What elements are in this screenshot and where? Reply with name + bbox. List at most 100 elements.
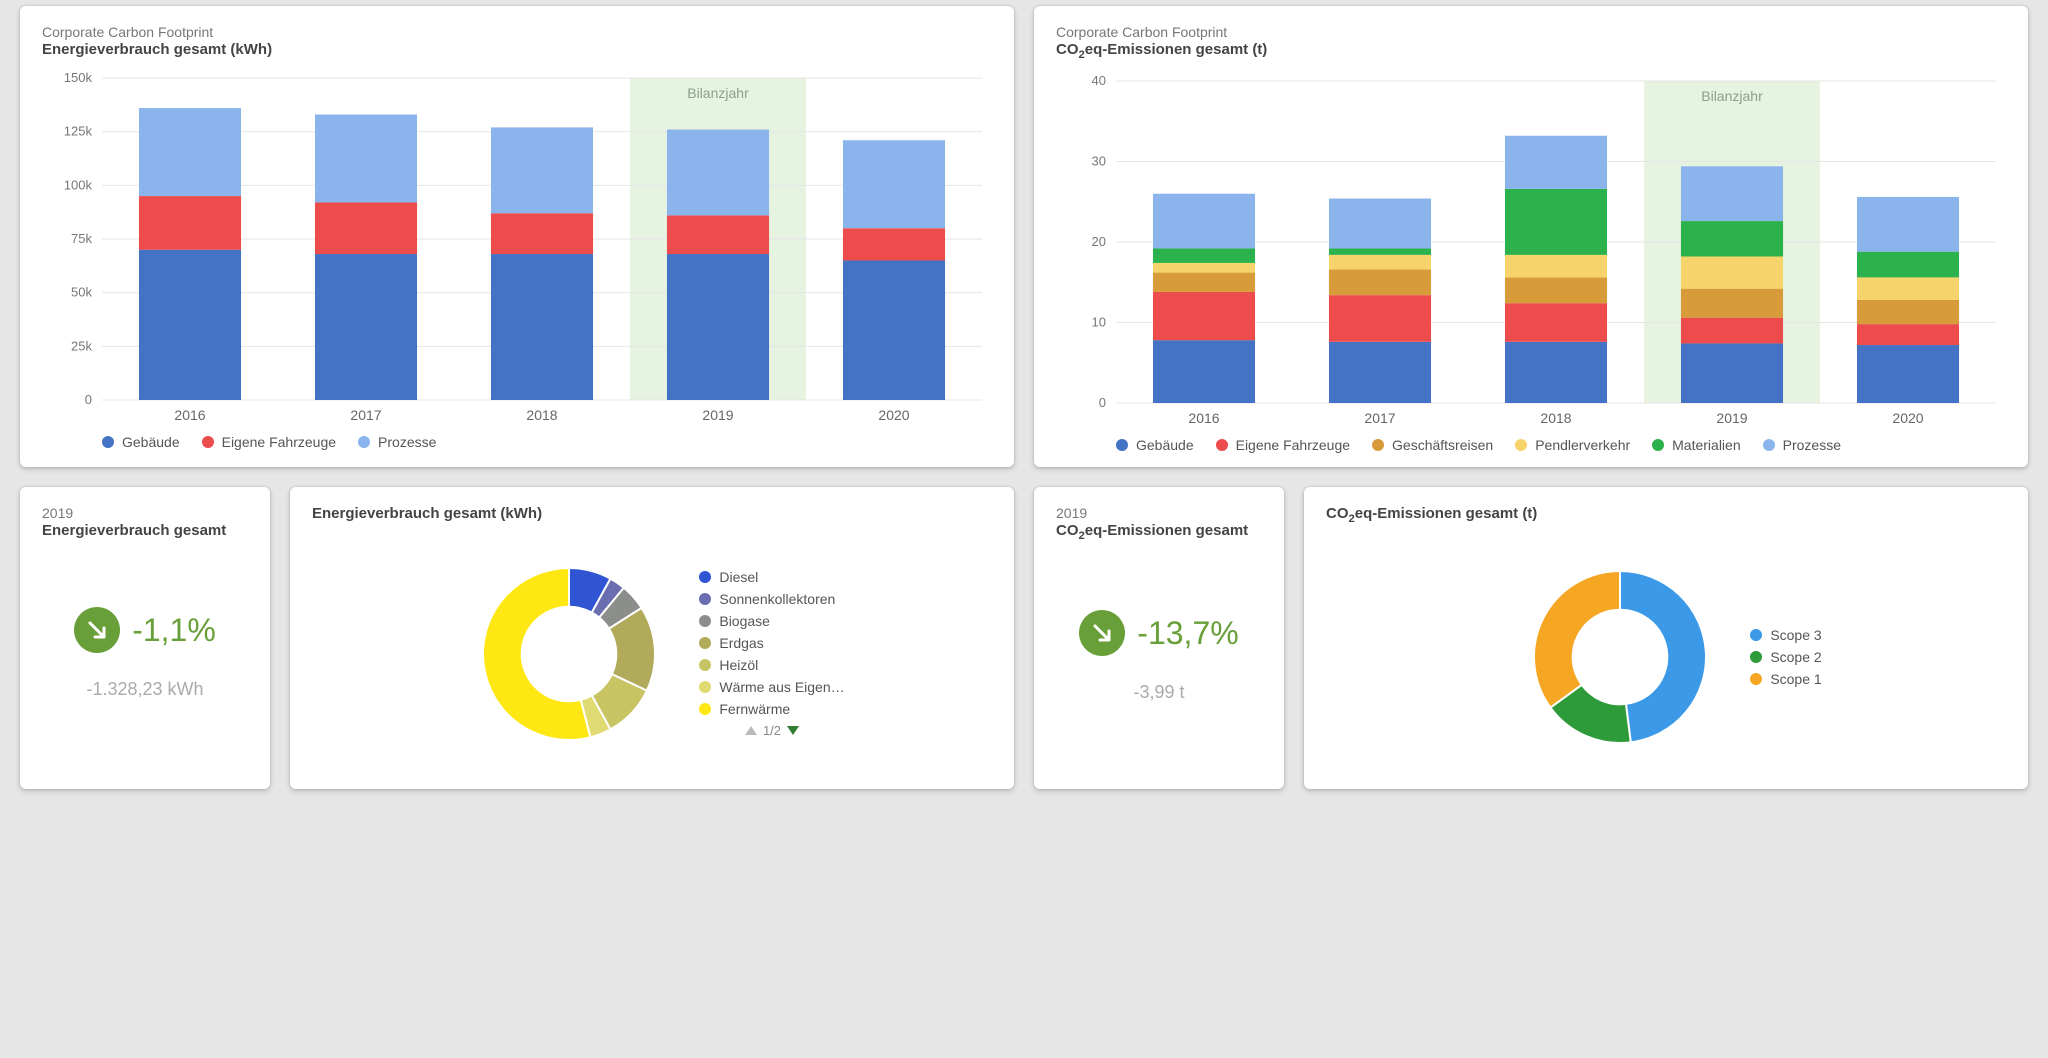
bar-2019-Eigene Fahrzeuge[interactable] (1681, 317, 1783, 343)
legend-item[interactable]: Scope 1 (1750, 671, 1821, 687)
bar-2019-Materialien[interactable] (1681, 221, 1783, 256)
legend-label: Erdgas (719, 635, 763, 651)
legend-item[interactable]: Scope 2 (1750, 649, 1821, 665)
bar-2018-Eigene Fahrzeuge[interactable] (1505, 303, 1607, 342)
bar-2020-Prozesse[interactable] (1857, 197, 1959, 252)
bar-2017-Gebäude[interactable] (315, 254, 417, 400)
pager-next-icon[interactable] (787, 726, 799, 735)
energy-bar-chart[interactable]: Bilanzjahr025k50k75k100k125k150k20162017… (42, 68, 992, 428)
bar-2020-Gebäude[interactable] (843, 260, 945, 400)
energy-kpi-title: Energieverbrauch gesamt (42, 522, 248, 539)
bar-2016-Eigene Fahrzeuge[interactable] (139, 196, 241, 250)
legend-label: Biogase (719, 613, 770, 629)
legend-dot-icon (699, 637, 711, 649)
bar-2018-Gebäude[interactable] (1505, 342, 1607, 403)
bar-2017-Gebäude[interactable] (1329, 342, 1431, 403)
legend-dot-icon (102, 436, 114, 448)
bar-2016-Gebäude[interactable] (139, 250, 241, 400)
legend-item[interactable]: Eigene Fahrzeuge (202, 434, 336, 450)
legend-item[interactable]: Sonnenkollektoren (699, 591, 844, 607)
emissions-donut-title: CO2eq-Emissionen gesamt (t) (1326, 505, 2006, 525)
bar-2016-Prozesse[interactable] (1153, 193, 1255, 248)
bar-2016-Prozesse[interactable] (139, 108, 241, 196)
bar-2020-Pendlerverkehr[interactable] (1857, 277, 1959, 300)
bar-2017-Materialien[interactable] (1329, 248, 1431, 254)
bar-2018-Materialien[interactable] (1505, 189, 1607, 255)
bar-2018-Prozesse[interactable] (1505, 136, 1607, 189)
legend-item[interactable]: Gebäude (1116, 437, 1194, 453)
energy-donut-legend: Diesel Sonnenkollektoren Biogase Erdgas Heiz… (699, 569, 844, 717)
bar-2020-Materialien[interactable] (1857, 251, 1959, 277)
legend-label: Geschäftsreisen (1392, 437, 1493, 453)
energy-donut-chart[interactable] (459, 554, 679, 754)
legend-item[interactable]: Geschäftsreisen (1372, 437, 1493, 453)
bar-2019-Prozesse[interactable] (1681, 166, 1783, 221)
legend-item[interactable]: Scope 3 (1750, 627, 1821, 643)
y-tick: 50k (71, 284, 92, 299)
legend-item[interactable]: Heizöl (699, 657, 844, 673)
emissions-bar-chart[interactable]: Bilanzjahr01020304020162017201820192020 (1056, 71, 2006, 431)
x-tick: 2017 (350, 407, 381, 423)
legend-item[interactable]: Materialien (1652, 437, 1740, 453)
bar-2018-Eigene Fahrzeuge[interactable] (491, 213, 593, 254)
bottom-left-row: 2019 Energieverbrauch gesamt -1,1% -1.32… (20, 487, 1014, 789)
bar-2016-Geschäftsreisen[interactable] (1153, 272, 1255, 291)
bar-2017-Eigene Fahrzeuge[interactable] (1329, 295, 1431, 342)
bar-2020-Geschäftsreisen[interactable] (1857, 300, 1959, 324)
y-tick: 30 (1092, 153, 1106, 168)
bar-2019-Geschäftsreisen[interactable] (1681, 288, 1783, 317)
bar-2016-Eigene Fahrzeuge[interactable] (1153, 292, 1255, 340)
bar-2016-Materialien[interactable] (1153, 248, 1255, 262)
bar-2018-Gebäude[interactable] (491, 254, 593, 400)
bar-2019-Gebäude[interactable] (667, 254, 769, 400)
legend-dot-icon (1116, 439, 1128, 451)
emissions-donut-legend: Scope 3 Scope 2 Scope 1 (1750, 627, 1821, 687)
legend-item[interactable]: Erdgas (699, 635, 844, 651)
legend-dot-icon (699, 681, 711, 693)
legend-item[interactable]: Fernwärme (699, 701, 844, 717)
bar-2018-Geschäftsreisen[interactable] (1505, 277, 1607, 303)
legend-label: Wärme aus Eigen… (719, 679, 844, 695)
legend-dot-icon (1515, 439, 1527, 451)
bar-2016-Pendlerverkehr[interactable] (1153, 263, 1255, 273)
emissions-donut-chart[interactable] (1510, 557, 1730, 757)
bar-2020-Eigene Fahrzeuge[interactable] (1857, 324, 1959, 345)
bar-2017-Prozesse[interactable] (315, 114, 417, 202)
bar-2020-Prozesse[interactable] (843, 140, 945, 228)
bar-2018-Prozesse[interactable] (491, 127, 593, 213)
bar-2019-Eigene Fahrzeuge[interactable] (667, 215, 769, 254)
bar-2020-Eigene Fahrzeuge[interactable] (843, 228, 945, 260)
bar-2017-Geschäftsreisen[interactable] (1329, 269, 1431, 295)
legend-dot-icon (1750, 651, 1762, 663)
energy-bar-card: Corporate Carbon Footprint Energieverbra… (20, 6, 1014, 467)
bar-2019-Prozesse[interactable] (667, 129, 769, 215)
bar-2019-Pendlerverkehr[interactable] (1681, 256, 1783, 288)
bar-2017-Prozesse[interactable] (1329, 198, 1431, 248)
energy-donut-pager[interactable]: 1/2 (699, 723, 844, 738)
legend-item[interactable]: Wärme aus Eigen… (699, 679, 844, 695)
bar-2019-Gebäude[interactable] (1681, 343, 1783, 403)
legend-label: Materialien (1672, 437, 1740, 453)
bar-2017-Eigene Fahrzeuge[interactable] (315, 202, 417, 254)
legend-dot-icon (1216, 439, 1228, 451)
donut-slice-Scope 3[interactable] (1620, 571, 1706, 742)
bar-2018-Pendlerverkehr[interactable] (1505, 255, 1607, 278)
y-tick: 40 (1092, 73, 1106, 88)
bar-2017-Pendlerverkehr[interactable] (1329, 255, 1431, 269)
emissions-bar-pretitle: Corporate Carbon Footprint (1056, 24, 2006, 41)
y-tick: 100k (64, 177, 93, 192)
bar-2020-Gebäude[interactable] (1857, 345, 1959, 403)
bar-2016-Gebäude[interactable] (1153, 340, 1255, 403)
legend-item[interactable]: Prozesse (358, 434, 436, 450)
legend-label: Scope 1 (1770, 671, 1821, 687)
legend-item[interactable]: Prozesse (1763, 437, 1841, 453)
legend-item[interactable]: Gebäude (102, 434, 180, 450)
legend-item[interactable]: Pendlerverkehr (1515, 437, 1630, 453)
donut-slice-Scope 1[interactable] (1534, 571, 1620, 708)
legend-item[interactable]: Biogase (699, 613, 844, 629)
legend-label: Eigene Fahrzeuge (1236, 437, 1350, 453)
y-tick: 0 (1099, 395, 1106, 410)
legend-item[interactable]: Diesel (699, 569, 844, 585)
pager-prev-icon[interactable] (745, 726, 757, 735)
legend-item[interactable]: Eigene Fahrzeuge (1216, 437, 1350, 453)
